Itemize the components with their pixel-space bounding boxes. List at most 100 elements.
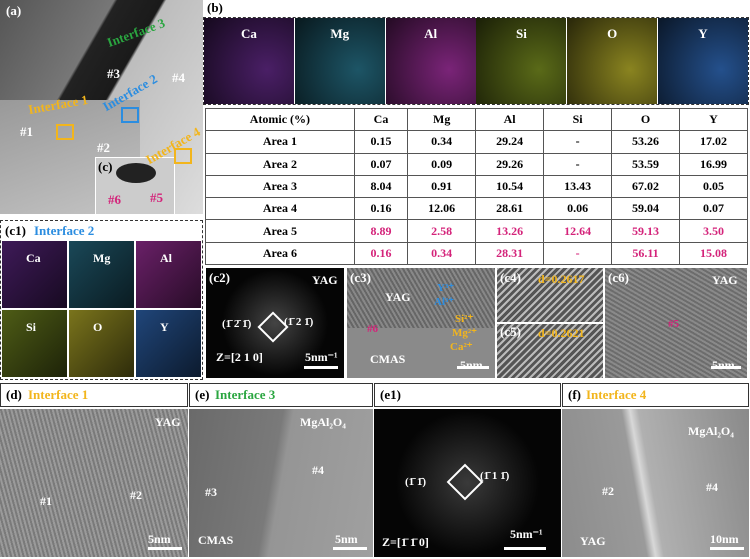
map-label: Si — [515, 26, 527, 41]
panel-label: (e) — [195, 387, 210, 402]
inset — [95, 157, 175, 214]
header-cell: Mg — [407, 107, 477, 132]
scale-bar: 10nm — [710, 532, 739, 546]
table-cell: 16.99 — [679, 152, 748, 176]
ion: Si²⁺ — [455, 313, 474, 325]
element-map: O — [567, 18, 658, 104]
hrtem-image — [605, 268, 747, 378]
annotation: #2 — [97, 140, 110, 155]
hrtem-image — [562, 409, 749, 557]
panel-label: (c2) — [209, 270, 230, 285]
spot-index: (1̄ 2̄ 1̄) — [222, 318, 252, 330]
inset-label: (c) — [98, 159, 113, 174]
map-row: Ca Mg Al Si O Y — [203, 17, 749, 105]
matrix: CMAS — [370, 352, 406, 366]
matrix: CMAS — [198, 533, 234, 547]
table-cell: 3.50 — [679, 219, 748, 243]
annotation: #3 — [107, 66, 120, 81]
map-label: Al — [424, 26, 438, 41]
table-cell: 29.24 — [475, 130, 545, 154]
element-map: Mg — [294, 18, 385, 104]
hrtem-image — [497, 268, 603, 378]
table-cell: 12.64 — [543, 219, 613, 243]
annotation: #1 — [20, 124, 33, 139]
table-cell: 0.16 — [353, 197, 409, 221]
panel-header — [189, 383, 373, 407]
table-cell: 0.15 — [353, 130, 409, 154]
zone-axis: Z=[2 1 0] — [216, 350, 263, 364]
annotation: #4 — [172, 70, 185, 85]
table-cell: 0.91 — [407, 174, 477, 199]
table-row: Area 4 0.16 12.06 28.61 0.06 59.04 0.07 — [205, 197, 748, 221]
table-cell: - — [543, 130, 613, 154]
table-cell: 0.06 — [543, 197, 613, 221]
phase: YAG — [385, 290, 411, 304]
ion: Mg²⁺ — [452, 327, 477, 339]
phase: YAG — [312, 273, 338, 287]
diffraction-image — [374, 409, 561, 557]
table-cell: 13.43 — [543, 174, 613, 199]
header-cell: Al — [475, 107, 545, 132]
annotation: #4 — [706, 480, 718, 494]
phase: YAG — [712, 273, 738, 287]
panel-title: Interface 4 — [586, 387, 647, 402]
sem-image — [0, 0, 203, 214]
panel-label: (c1) — [5, 223, 26, 238]
header-cell: O — [611, 107, 680, 132]
annotation: #2 — [602, 484, 614, 498]
spot-index: (1̄ 2 1̄) — [284, 316, 314, 328]
map-label: O — [607, 26, 618, 41]
table-row: Area 6 0.16 0.34 28.31-56.11 15.08 — [205, 241, 748, 266]
table-cell: 8.89 — [353, 219, 409, 243]
element-map: Y — [658, 18, 748, 104]
table-cell: Area 3 — [205, 174, 355, 199]
map-label: Al — [160, 251, 172, 265]
hrtem-image — [347, 268, 495, 378]
scale-bar: 5nm — [335, 532, 358, 546]
table-cell: Area 4 — [205, 197, 355, 221]
table-cell: 8.04 — [353, 174, 409, 199]
table-cell: 12.06 — [407, 197, 477, 221]
map-label: Si — [26, 320, 37, 334]
table-cell: 29.26 — [475, 152, 545, 176]
table-cell: 0.34 — [407, 130, 477, 154]
table-cell: 53.59 — [611, 152, 680, 176]
header-cell: Ca — [353, 107, 409, 132]
table-cell: 59.13 — [611, 219, 680, 243]
table-wrap: Atomic (%) Ca Mg Al Si O Y Area 1 0.15 0.34 29.24-… — [205, 107, 748, 266]
header-cell: Si — [543, 107, 613, 132]
element-map: Ca — [2, 241, 67, 308]
table-cell: 0.09 — [407, 152, 477, 176]
table-cell: 2.58 — [407, 219, 477, 243]
table-cell: 28.31 — [475, 241, 545, 266]
panel-label: (b) — [207, 0, 223, 15]
annotation: #6 — [367, 323, 378, 335]
spot-index: (1̄ 1̄) — [405, 476, 427, 488]
map-label: Y — [698, 26, 708, 41]
diffraction-image — [206, 268, 344, 378]
d-spacing: d=0.2617 — [538, 272, 585, 286]
scale-bar: 5nm — [712, 358, 735, 372]
map-label: Mg — [330, 26, 350, 41]
panel-title: Interface 2 — [34, 223, 95, 238]
element-map: Mg — [69, 241, 134, 308]
panel-label: (c4) — [500, 270, 521, 285]
annotation: #5 — [150, 190, 163, 205]
table-row: Area 5 8.89 2.58 13.26 12.64 59.13 3.50 — [205, 219, 748, 243]
ion: Ca²⁺ — [450, 341, 473, 353]
annotation: #6 — [108, 192, 121, 207]
table-cell: Area 1 — [205, 130, 355, 154]
d-spacing: d=0.2621 — [538, 326, 585, 340]
table-row: Area 3 8.04 0.91 10.54 13.43 67.02 0.05 — [205, 174, 748, 199]
table-row: Area 2 0.07 0.09 29.26-53.59 16.99 — [205, 152, 748, 176]
ion: Y³⁺ — [437, 282, 455, 294]
hrtem-image — [189, 409, 373, 557]
panel-header — [374, 383, 561, 407]
matrix: YAG — [580, 534, 606, 548]
panel — [0, 220, 203, 380]
annotation: #2 — [130, 488, 142, 502]
panel-label: (e1) — [380, 387, 401, 402]
panel-header — [562, 383, 749, 407]
panel-title: Interface 3 — [215, 387, 276, 402]
